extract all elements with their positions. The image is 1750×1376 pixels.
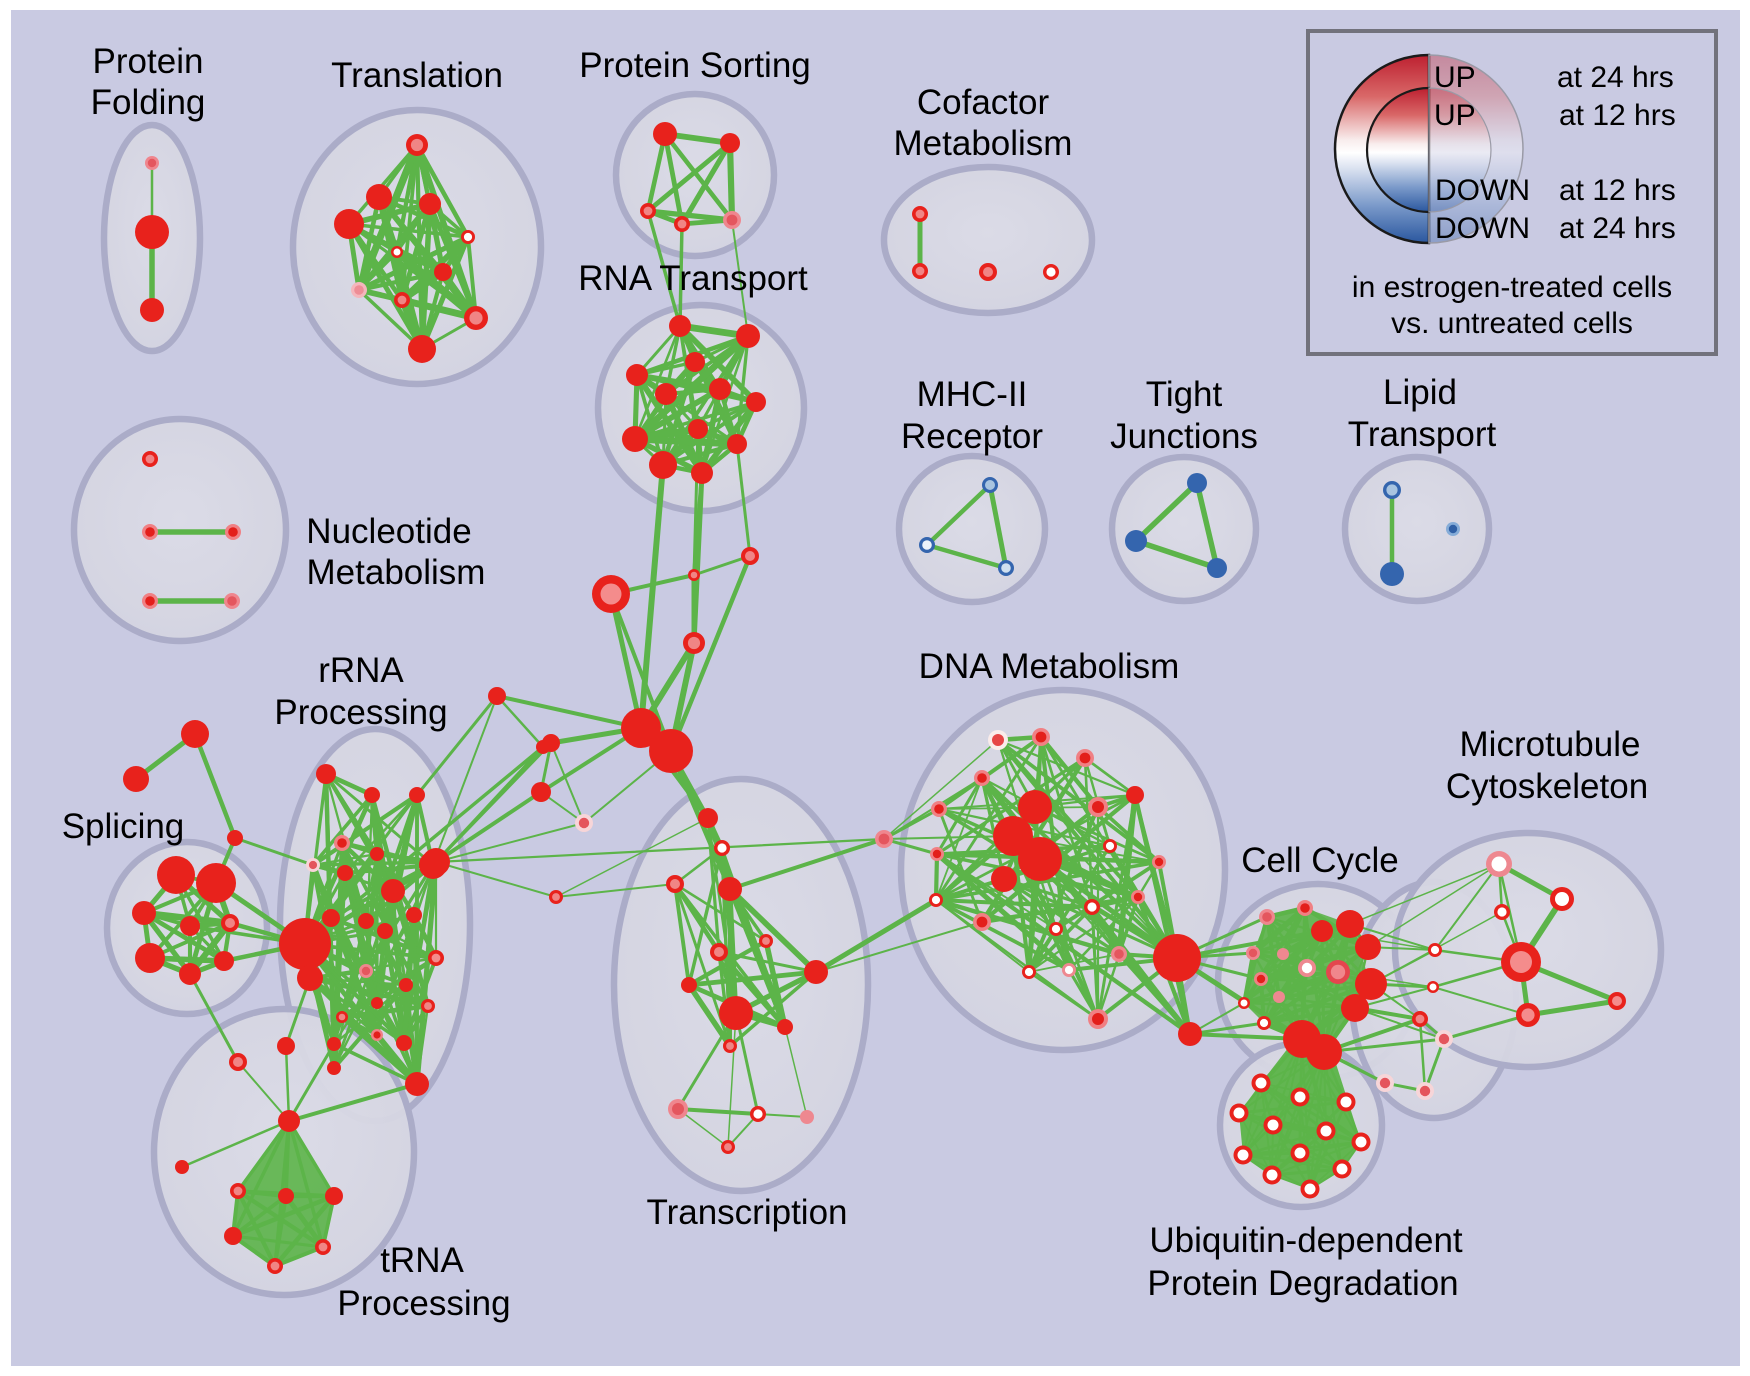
svg-text:Receptor: Receptor: [901, 417, 1043, 456]
svg-text:Metabolism: Metabolism: [307, 553, 486, 592]
svg-text:Nucleotide: Nucleotide: [306, 512, 471, 551]
svg-text:MHC-II: MHC-II: [917, 375, 1028, 414]
svg-text:DOWN: DOWN: [1435, 174, 1530, 207]
svg-text:Translation: Translation: [331, 56, 503, 95]
svg-text:Metabolism: Metabolism: [894, 124, 1073, 163]
svg-text:Protein: Protein: [93, 42, 204, 81]
svg-text:at 12 hrs: at 12 hrs: [1559, 99, 1676, 132]
svg-text:rRNA: rRNA: [318, 651, 404, 690]
svg-text:DNA Metabolism: DNA Metabolism: [919, 647, 1180, 686]
svg-text:tRNA: tRNA: [380, 1241, 464, 1280]
svg-text:vs. untreated cells: vs. untreated cells: [1391, 307, 1633, 340]
svg-text:Tight: Tight: [1146, 375, 1223, 414]
svg-text:Junctions: Junctions: [1110, 417, 1258, 456]
svg-text:RNA Transport: RNA Transport: [578, 259, 808, 298]
svg-text:at 24 hrs: at 24 hrs: [1559, 212, 1676, 245]
svg-text:at 24 hrs: at 24 hrs: [1557, 61, 1674, 94]
svg-text:Protein Degradation: Protein Degradation: [1147, 1264, 1458, 1303]
svg-text:Lipid: Lipid: [1383, 373, 1457, 412]
svg-text:Cytoskeleton: Cytoskeleton: [1446, 767, 1648, 806]
svg-text:Splicing: Splicing: [62, 807, 185, 846]
svg-text:Transcription: Transcription: [647, 1193, 848, 1232]
svg-text:Cell Cycle: Cell Cycle: [1241, 841, 1399, 880]
svg-text:UP: UP: [1434, 99, 1476, 132]
svg-text:Folding: Folding: [91, 83, 206, 122]
svg-text:at 12 hrs: at 12 hrs: [1559, 174, 1676, 207]
svg-text:Processing: Processing: [274, 693, 447, 732]
svg-text:DOWN: DOWN: [1435, 212, 1530, 245]
svg-text:Transport: Transport: [1348, 415, 1497, 454]
svg-text:Microtubule: Microtubule: [1460, 725, 1641, 764]
svg-text:Processing: Processing: [337, 1284, 510, 1323]
svg-text:Protein Sorting: Protein Sorting: [579, 46, 811, 85]
svg-text:Cofactor: Cofactor: [917, 83, 1050, 122]
svg-text:in estrogen-treated cells: in estrogen-treated cells: [1352, 271, 1672, 304]
svg-text:UP: UP: [1434, 61, 1476, 94]
svg-text:Ubiquitin-dependent: Ubiquitin-dependent: [1149, 1221, 1463, 1260]
